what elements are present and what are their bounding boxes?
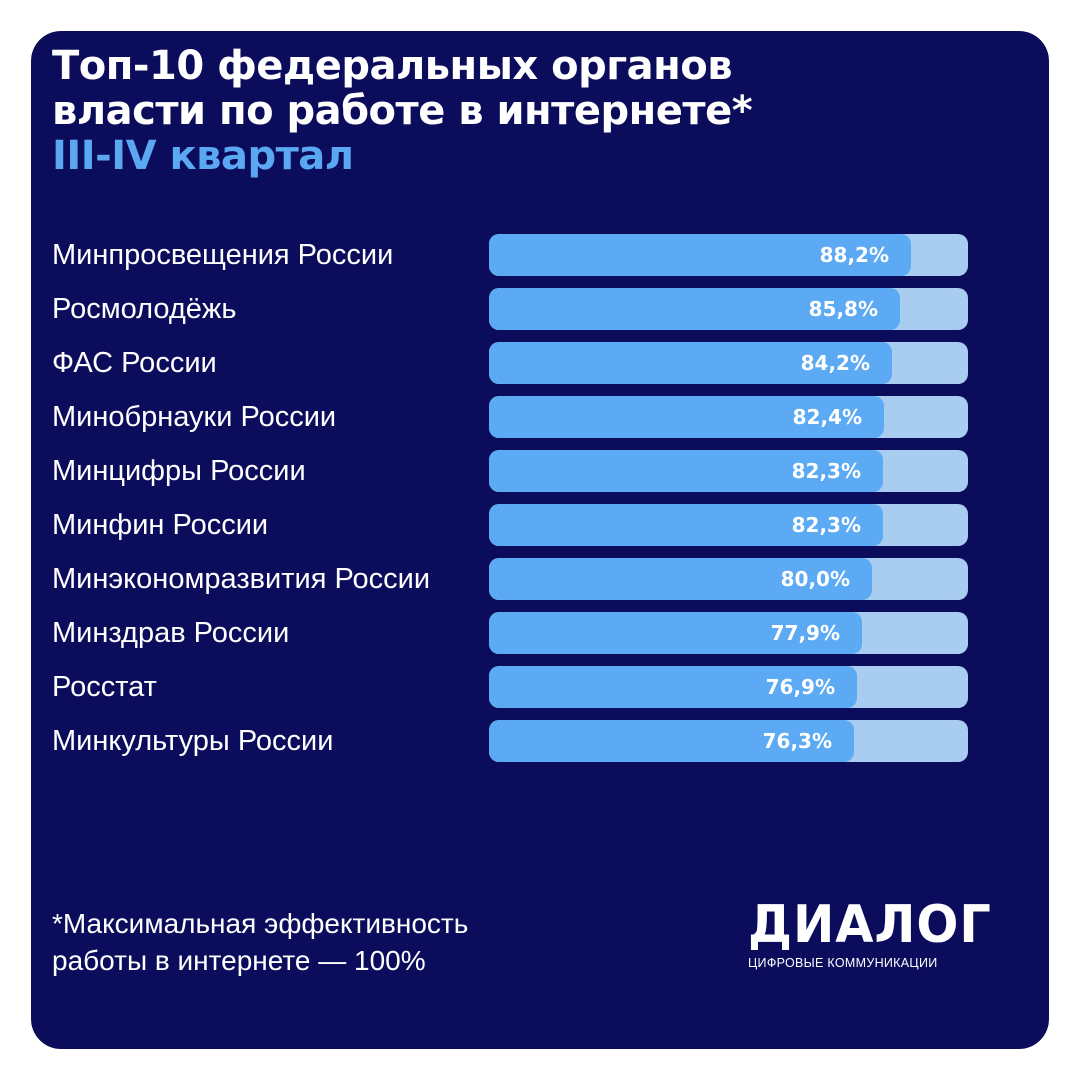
data-label: 84,2% — [800, 351, 870, 375]
bar-track: 88,2% — [489, 234, 968, 276]
bar-row: Росмолодёжь 85,8% — [52, 288, 968, 330]
data-label: 76,3% — [762, 729, 832, 753]
bar-row: Минэкономразвития России 80,0% — [52, 558, 968, 600]
bar-track: 82,3% — [489, 450, 968, 492]
data-label: 77,9% — [770, 621, 840, 645]
footnote-line-1: *Максимальная эффективность — [52, 908, 469, 939]
data-label: 76,9% — [765, 675, 835, 699]
data-label: 82,4% — [792, 405, 862, 429]
bar: 82,3% — [489, 450, 883, 492]
bar-track: 76,9% — [489, 666, 968, 708]
bar: 77,9% — [489, 612, 862, 654]
bar: 85,8% — [489, 288, 900, 330]
chart-title: Топ-10 федеральных органов власти по раб… — [52, 44, 1012, 134]
bar-track: 82,3% — [489, 504, 968, 546]
bar: 84,2% — [489, 342, 892, 384]
footnote: *Максимальная эффективность работы в инт… — [52, 905, 468, 979]
data-label: 88,2% — [819, 243, 889, 267]
bar: 76,9% — [489, 666, 857, 708]
bar-track: 85,8% — [489, 288, 968, 330]
bar-track: 76,3% — [489, 720, 968, 762]
bar-track: 84,2% — [489, 342, 968, 384]
dialog-logo: ДИАЛОГ ЦИФРОВЫЕ КОММУНИКАЦИИ — [748, 895, 992, 971]
data-label: 82,3% — [791, 513, 861, 537]
category-label: ФАС России — [52, 347, 217, 379]
bar-track: 80,0% — [489, 558, 968, 600]
category-label: Минпросвещения России — [52, 239, 394, 271]
bar-track: 82,4% — [489, 396, 968, 438]
data-label: 82,3% — [791, 459, 861, 483]
title-line-1: Топ-10 федеральных органов — [52, 43, 733, 89]
category-label: Минкультуры России — [52, 725, 334, 757]
logo-tagline: ЦИФРОВЫЕ КОММУНИКАЦИИ — [748, 956, 938, 970]
bar-track: 77,9% — [489, 612, 968, 654]
bar-row: ФАС России 84,2% — [52, 342, 968, 384]
bar: 82,3% — [489, 504, 883, 546]
bar-row: Минобрнауки России 82,4% — [52, 396, 968, 438]
bar: 82,4% — [489, 396, 884, 438]
logo-wordmark: ДИАЛОГ — [748, 895, 992, 955]
chart-subtitle: III-IV квартал — [52, 133, 354, 179]
bar-row: Минпросвещения России 88,2% — [52, 234, 968, 276]
category-label: Минобрнауки России — [52, 401, 337, 433]
data-label: 80,0% — [780, 567, 850, 591]
category-label: Минздрав России — [52, 617, 290, 649]
bar-row: Минздрав России 77,9% — [52, 612, 968, 654]
footnote-line-2: работы в интернете — 100% — [52, 945, 426, 976]
bar-row: Минфин России 82,3% — [52, 504, 968, 546]
category-label: Росстат — [52, 671, 157, 703]
bar: 80,0% — [489, 558, 872, 600]
category-label: Минэкономразвития России — [52, 563, 431, 595]
data-label: 85,8% — [808, 297, 878, 321]
bar: 76,3% — [489, 720, 854, 762]
bar-row: Минкультуры России 76,3% — [52, 720, 968, 762]
category-label: Минцифры России — [52, 455, 306, 487]
bar-row: Минцифры России 82,3% — [52, 450, 968, 492]
category-label: Росмолодёжь — [52, 293, 237, 325]
category-label: Минфин России — [52, 509, 269, 541]
title-line-2: власти по работе в интернете* — [52, 88, 753, 134]
bar-row: Росстат 76,9% — [52, 666, 968, 708]
bar: 88,2% — [489, 234, 911, 276]
